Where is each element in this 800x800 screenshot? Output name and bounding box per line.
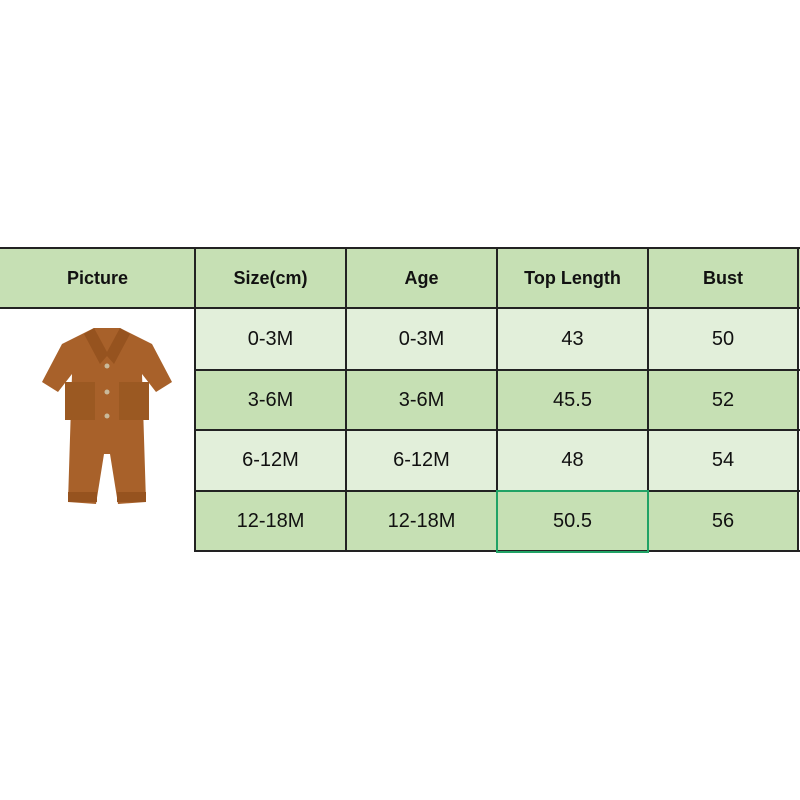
grid-line [797, 248, 799, 552]
cell-bust[interactable]: 50 [648, 308, 798, 370]
header-age: Age [346, 248, 497, 308]
cell-size[interactable]: 0-3M [195, 308, 346, 370]
cell-bust[interactable]: 54 [648, 430, 798, 491]
header-top-length: Top Length [497, 248, 648, 308]
selected-cell-outline [496, 490, 649, 553]
cell-top-length[interactable]: 45.5 [497, 370, 648, 430]
header-size: Size(cm) [195, 248, 346, 308]
cell-top-length[interactable]: 50.5 [497, 491, 648, 551]
header-bust: Bust [648, 248, 798, 308]
grid-line [0, 307, 800, 309]
header-picture: Picture [0, 248, 195, 308]
grid-line [194, 248, 196, 552]
cell-top-length[interactable]: 48 [497, 430, 648, 491]
cell-size[interactable]: 6-12M [195, 430, 346, 491]
cell-size[interactable]: 3-6M [195, 370, 346, 430]
cell-age[interactable]: 6-12M [346, 430, 497, 491]
cell-bust[interactable]: 56 [648, 491, 798, 551]
cell-bust[interactable]: 52 [648, 370, 798, 430]
cell-age[interactable]: 0-3M [346, 308, 497, 370]
cell-age[interactable]: 3-6M [346, 370, 497, 430]
grid-line [0, 247, 800, 249]
grid-line [496, 248, 498, 552]
cell-size[interactable]: 12-18M [195, 491, 346, 551]
grid-line [345, 248, 347, 552]
romper-picture [42, 328, 172, 504]
header-overflow [798, 248, 800, 308]
cell-age[interactable]: 12-18M [346, 491, 497, 551]
grid-line [647, 248, 649, 552]
cell-top-length[interactable]: 43 [497, 308, 648, 370]
